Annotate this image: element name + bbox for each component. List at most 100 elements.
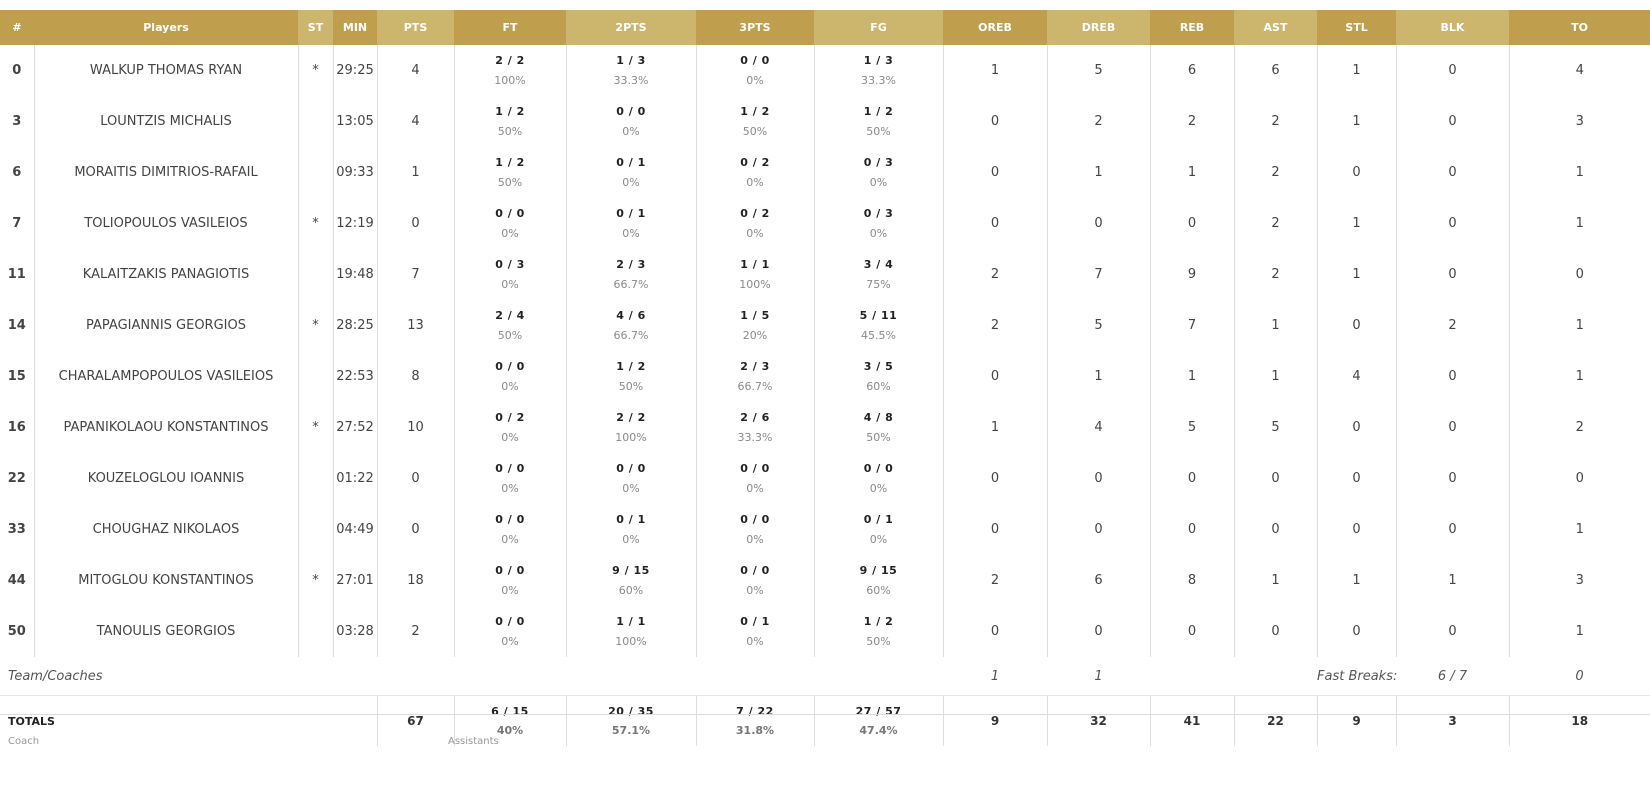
col-header-blk[interactable]: BLK [1396,10,1509,45]
player-number: 3 [0,96,35,147]
col-header-pts[interactable]: PTS [377,10,454,45]
player-name[interactable]: KALAITZAKIS PANAGIOTIS [34,249,299,300]
player-name[interactable]: TOLIOPOULOS VASILEIOS [34,198,299,249]
player-ft: 2 / 4 50% [454,300,567,351]
player-fg-made-attempted: 1 / 2 [863,614,894,628]
player-fg-made-attempted: 4 / 8 [863,410,894,424]
player-3pts-pct: 50% [742,124,768,138]
player-3pts-made-attempted: 0 / 0 [740,563,770,577]
player-2pts: 1 / 2 50% [566,351,697,402]
starter-marker [298,504,334,555]
player-2pts-pct: 0% [622,226,640,240]
player-ft-made-attempted: 0 / 0 [495,359,525,373]
player-ft-made-attempted: 1 / 2 [495,155,525,169]
player-ft: 0 / 0 0% [454,198,567,249]
player-name[interactable]: PAPANIKOLAOU KONSTANTINOS [34,402,299,453]
player-minutes: 27:52 [333,402,378,453]
player-number: 14 [0,300,35,351]
player-3pts-pct: 0% [746,583,764,597]
player-oreb: 2 [943,249,1048,300]
col-header-fg[interactable]: FG [814,10,943,45]
player-ft: 1 / 2 50% [454,147,567,198]
player-2pts: 0 / 0 0% [566,96,697,147]
totals-ft-made-attempted: 6 / 15 [491,704,529,718]
player-name[interactable]: WALKUP THOMAS RYAN [34,45,299,96]
col-header-st[interactable]: ST [298,10,333,45]
player-name[interactable]: LOUNTZIS MICHALIS [34,96,299,147]
player-ft: 0 / 0 0% [454,504,567,555]
col-header-oreb[interactable]: OREB [943,10,1047,45]
player-fg-pct: 0% [869,532,888,546]
player-name[interactable]: CHOUGHAZ NIKOLAOS [34,504,299,555]
player-dreb: 1 [1047,351,1151,402]
player-ast: 5 [1234,402,1318,453]
player-2pts: 0 / 1 0% [566,504,697,555]
player-ft-pct: 0% [501,379,519,393]
player-reb: 0 [1150,504,1235,555]
player-oreb: 0 [943,351,1048,402]
player-2pts: 0 / 0 0% [566,453,697,504]
player-name[interactable]: KOUZELOGLOU IOANNIS [34,453,299,504]
player-fg-pct: 60% [866,583,891,597]
player-2pts-made-attempted: 0 / 1 [616,206,646,220]
player-reb: 0 [1150,606,1235,657]
col-header-ast[interactable]: AST [1234,10,1317,45]
player-name[interactable]: CHARALAMPOPOULOS VASILEIOS [34,351,299,402]
player-points: 8 [377,351,455,402]
player-2pts-made-attempted: 4 / 6 [616,308,646,322]
player-dreb: 4 [1047,402,1151,453]
player-rows: 0 WALKUP THOMAS RYAN * 29:25 4 2 / 2 100% 1 / 3… [0,45,1650,657]
player-3pts-made-attempted: 1 / 1 [740,257,770,271]
player-reb: 1 [1150,147,1235,198]
col-header-dreb[interactable]: DREB [1047,10,1150,45]
player-ft-pct: 0% [501,481,519,495]
player-ast: 2 [1234,96,1318,147]
player-dreb: 0 [1047,198,1151,249]
player-fg: 1 / 2 50% [814,96,944,147]
player-2pts-made-attempted: 1 / 2 [616,359,646,373]
col-header-reb[interactable]: REB [1150,10,1234,45]
player-ft-made-attempted: 1 / 2 [495,104,525,118]
fast-breaks-value: 6 / 7 [1437,668,1468,684]
player-ft-pct: 0% [501,634,519,648]
player-ft-pct: 0% [501,226,519,240]
player-name[interactable]: MITOGLOU KONSTANTINOS [34,555,299,606]
player-stl: 0 [1317,453,1397,504]
col-header-ft[interactable]: FT [454,10,566,45]
player-ft-made-attempted: 0 / 0 [495,461,525,475]
player-name[interactable]: TANOULIS GEORGIOS [34,606,299,657]
col-header-players[interactable]: Players [34,10,298,45]
player-name[interactable]: MORAITIS DIMITRIOS-RAFAIL [34,147,299,198]
player-ast: 2 [1234,249,1318,300]
player-oreb: 0 [943,453,1048,504]
col-header-2pts[interactable]: 2PTS [566,10,696,45]
assistants-label: Assistants [448,736,499,747]
player-blk: 0 [1396,45,1510,96]
col-header-number[interactable]: # [0,10,34,45]
player-2pts: 4 / 6 66.7% [566,300,697,351]
player-3pts: 0 / 2 0% [696,147,815,198]
player-row: 3 LOUNTZIS MICHALIS 13:05 4 1 / 2 50% 0 / 0 0% 1… [0,96,1650,147]
player-ft-made-attempted: 2 / 2 [495,53,525,67]
player-ft-made-attempted: 0 / 0 [495,563,525,577]
col-header-3pts[interactable]: 3PTS [696,10,814,45]
player-blk: 1 [1396,555,1510,606]
player-fg: 0 / 3 0% [814,198,944,249]
totals-blk: 3 [1396,695,1510,746]
player-3pts-made-attempted: 2 / 3 [740,359,770,373]
col-header-stl[interactable]: STL [1317,10,1396,45]
player-name[interactable]: PAPAGIANNIS GEORGIOS [34,300,299,351]
player-row: 16 PAPANIKOLAOU KONSTANTINOS * 27:52 10 0 / 2… [0,402,1650,453]
player-number: 11 [0,249,35,300]
player-to: 3 [1575,573,1584,588]
player-blk: 0 [1396,504,1510,555]
player-fg: 0 / 0 0% [814,453,944,504]
col-header-to[interactable]: TO [1509,10,1650,45]
player-3pts-made-attempted: 2 / 6 [740,410,770,424]
col-header-min[interactable]: MIN [333,10,377,45]
player-oreb: 0 [943,147,1048,198]
player-dreb: 0 [1047,606,1151,657]
player-blk: 0 [1396,453,1510,504]
player-2pts-pct: 66.7% [613,277,649,291]
player-minutes: 22:53 [333,351,378,402]
